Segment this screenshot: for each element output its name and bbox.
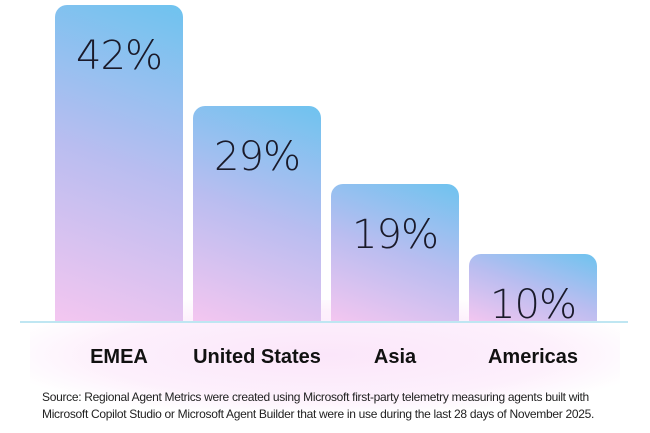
category-label: United States (193, 346, 321, 368)
bar-united-states (193, 106, 321, 322)
bar-emea (55, 5, 183, 322)
bar-asia (331, 183, 459, 322)
data-label: 19% (352, 211, 439, 258)
category-label: EMEA (90, 346, 148, 368)
category-label: Asia (373, 346, 417, 368)
source-note: Source: Regional Agent Metrics were crea… (42, 390, 594, 421)
category-label: Americas (487, 346, 579, 368)
data-label: 10% (490, 282, 577, 328)
data-label: 42% (76, 33, 163, 79)
x-axis-line (20, 321, 628, 323)
data-label: 29% (214, 134, 301, 181)
bar-americas (469, 254, 597, 322)
